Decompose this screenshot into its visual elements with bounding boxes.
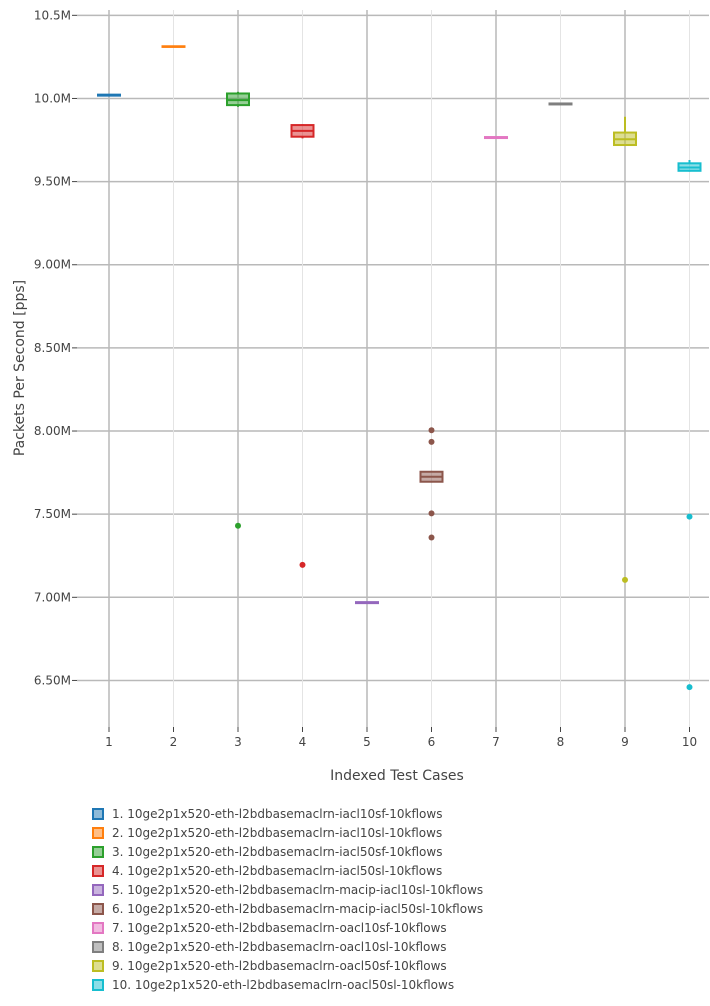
y-tick-label: 7.00M: [34, 590, 71, 604]
y-tick-label: 9.50M: [34, 175, 71, 189]
legend-item[interactable]: 6. 10ge2p1x520-eth-l2bdbasemaclrn-macip-…: [92, 899, 483, 918]
x-tick-label: 6: [428, 735, 436, 749]
legend-swatch: [92, 807, 104, 820]
outlier-point: [428, 510, 435, 517]
y-tick-label: 8.50M: [34, 341, 71, 355]
y-axis-title: Packets Per Second [pps]: [12, 280, 28, 456]
legend-swatch: [92, 921, 104, 934]
outlier-point: [235, 522, 241, 529]
legend-item[interactable]: 7. 10ge2p1x520-eth-l2bdbasemaclrn-oacl10…: [92, 918, 483, 937]
outlier-point: [299, 561, 306, 568]
legend-label: 2. 10ge2p1x520-eth-l2bdbasemaclrn-iacl10…: [112, 825, 443, 840]
legend-label: 5. 10ge2p1x520-eth-l2bdbasemaclrn-macip-…: [112, 882, 484, 897]
x-tick-label: 8: [557, 735, 565, 749]
legend-swatch: [92, 940, 104, 953]
legend-swatch: [92, 959, 104, 972]
y-tick-label: 8.00M: [34, 424, 71, 438]
box-3: [226, 91, 250, 529]
legend-item[interactable]: 5. 10ge2p1x520-eth-l2bdbasemaclrn-macip-…: [92, 880, 483, 899]
grid-lines: [77, 10, 709, 727]
legend-label: 6. 10ge2p1x520-eth-l2bdbasemaclrn-macip-…: [112, 901, 484, 916]
x-tick-label: 10: [682, 735, 697, 749]
x-tick-label: 4: [299, 735, 307, 749]
legend-label: 3. 10ge2p1x520-eth-l2bdbasemaclrn-iacl50…: [112, 844, 443, 859]
legend-label: 1. 10ge2p1x520-eth-l2bdbasemaclrn-iacl10…: [112, 806, 443, 821]
legend-item[interactable]: 2. 10ge2p1x520-eth-l2bdbasemaclrn-iacl10…: [92, 823, 483, 842]
x-axis-title: Indexed Test Cases: [330, 768, 464, 784]
y-tick-label: 7.50M: [34, 507, 71, 521]
y-tick-label: 10.0M: [34, 91, 71, 105]
legend-label: 4. 10ge2p1x520-eth-l2bdbasemaclrn-iacl50…: [112, 863, 443, 878]
legend-item[interactable]: 4. 10ge2p1x520-eth-l2bdbasemaclrn-iacl50…: [92, 861, 483, 880]
box-4: [290, 124, 315, 568]
legend-swatch: [92, 978, 104, 991]
box-10: [677, 159, 702, 691]
box-9: [613, 116, 637, 583]
box-5: [355, 601, 379, 605]
outlier-point: [428, 438, 435, 445]
box-1: [97, 93, 121, 97]
legend-swatch: [92, 864, 104, 877]
legend-swatch: [92, 883, 104, 896]
x-tick-label: 5: [363, 735, 371, 749]
legend-item[interactable]: 8. 10ge2p1x520-eth-l2bdbasemaclrn-oacl10…: [92, 937, 483, 956]
legend-label: 7. 10ge2p1x520-eth-l2bdbasemaclrn-oacl10…: [112, 920, 447, 935]
x-tick-label: 7: [492, 735, 500, 749]
y-tick-label: 9.00M: [34, 258, 71, 272]
chart-legend: 1. 10ge2p1x520-eth-l2bdbasemaclrn-iacl10…: [92, 804, 483, 994]
box-8: [548, 102, 573, 106]
legend-swatch: [92, 826, 104, 839]
legend-label: 8. 10ge2p1x520-eth-l2bdbasemaclrn-oacl10…: [112, 939, 447, 954]
box-plot-chart: 6.50M 7.00M 7.50M 8.00M 8.50M 9.00M 9.50M 10.0M…: [12, 8, 709, 784]
legend-item[interactable]: 1. 10ge2p1x520-eth-l2bdbasemaclrn-iacl10…: [92, 804, 483, 823]
legend-item[interactable]: 10. 10ge2p1x520-eth-l2bdbasemaclrn-oacl5…: [92, 975, 483, 994]
x-tick-label: 3: [234, 735, 242, 749]
legend-label: 9. 10ge2p1x520-eth-l2bdbasemaclrn-oacl50…: [112, 958, 447, 973]
plot-area: [77, 10, 709, 727]
x-tick-label: 2: [170, 735, 178, 749]
legend-swatch: [92, 902, 104, 915]
box-series: [97, 45, 702, 691]
legend-item[interactable]: 3. 10ge2p1x520-eth-l2bdbasemaclrn-iacl50…: [92, 842, 483, 861]
y-axis-ticks: 6.50M 7.00M 7.50M 8.00M 8.50M 9.00M 9.50M 10.0M…: [34, 8, 77, 687]
legend-label: 10. 10ge2p1x520-eth-l2bdbasemaclrn-oacl5…: [112, 977, 455, 992]
x-axis-ticks: 1 2 3 4 5 6 7 8 9 10: [105, 727, 697, 749]
box-6: [419, 427, 444, 541]
outlier-point: [686, 513, 693, 520]
outlier-point: [428, 534, 435, 541]
outlier-point: [622, 576, 628, 583]
x-tick-label: 9: [621, 735, 629, 749]
y-tick-label: 10.5M: [34, 8, 71, 22]
outlier-point: [686, 684, 693, 691]
legend-item[interactable]: 9. 10ge2p1x520-eth-l2bdbasemaclrn-oacl50…: [92, 956, 483, 975]
outlier-point: [428, 427, 435, 434]
legend-swatch: [92, 845, 104, 858]
y-tick-label: 6.50M: [34, 673, 71, 687]
box-7: [484, 136, 508, 140]
box-2: [161, 45, 186, 48]
x-tick-label: 1: [105, 735, 113, 749]
